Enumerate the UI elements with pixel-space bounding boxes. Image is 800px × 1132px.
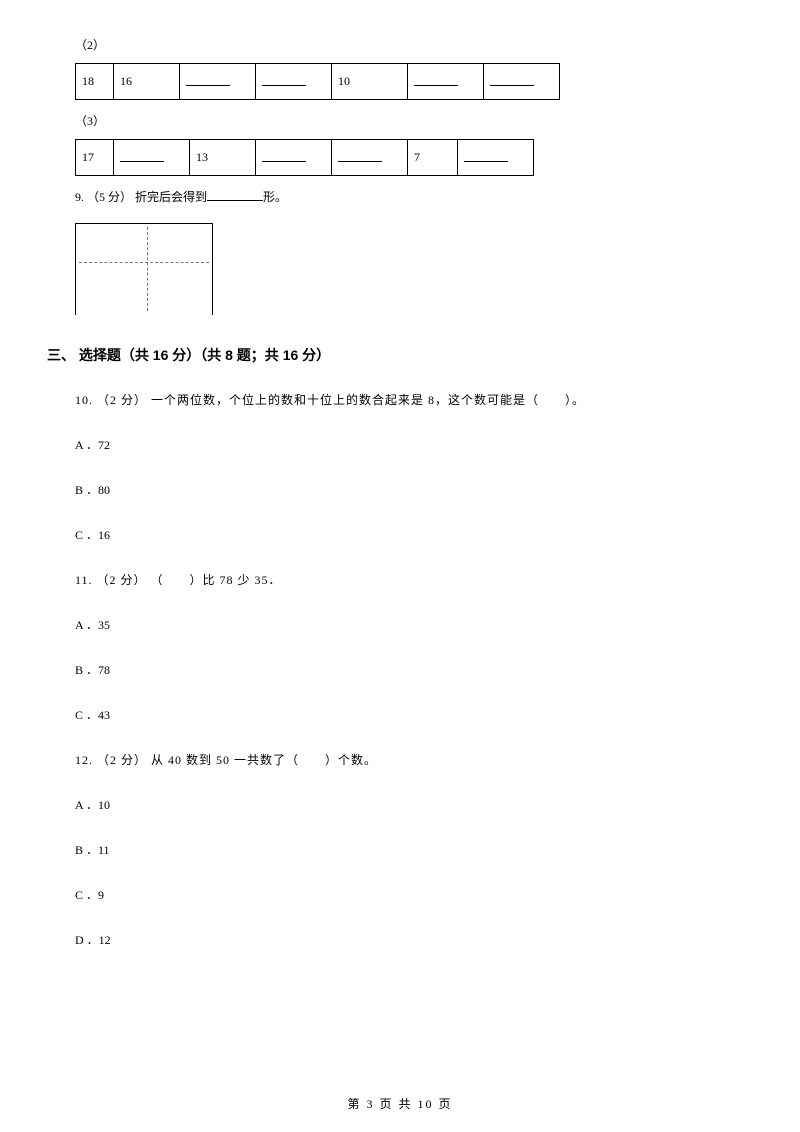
question-12-option-b: B ．11 [75, 841, 725, 858]
page-footer: 第 3 页 共 10 页 [0, 1095, 800, 1112]
question-9: 9. （5 分） 折完后会得到 形。 [75, 188, 725, 205]
fold-left-border [75, 223, 76, 315]
sequence-2-block: （2） 1816 10 [75, 36, 725, 100]
fold-horizontal-dashed [79, 262, 209, 263]
sequence-cell [332, 140, 408, 176]
sequence-cell [180, 64, 256, 100]
fold-right-border [212, 223, 213, 315]
question-12-option-a: A ．10 [75, 796, 725, 813]
sequence-cell: 18 [76, 64, 114, 100]
question-9-prefix: 9. （5 分） 折完后会得到 [75, 190, 207, 204]
question-10: 10. （2 分） 一个两位数，个位上的数和十位上的数合起来是 8，这个数可能是… [75, 391, 725, 408]
sequence-cell [114, 140, 190, 176]
fold-figure [75, 223, 213, 315]
sequence-blank [464, 150, 508, 162]
sequence-cell: 16 [114, 64, 180, 100]
question-11: 11. （2 分） （ ）比 78 少 35． [75, 571, 725, 588]
sequence-blank [262, 150, 306, 162]
question-10-option-c: C ．16 [75, 526, 725, 543]
sequence-blank [414, 74, 458, 86]
fold-top-border [75, 223, 213, 224]
question-9-blank [207, 189, 263, 201]
sequence-cell: 7 [408, 140, 458, 176]
question-12-option-c: C ．9 [75, 886, 725, 903]
sequence-2-table: 1816 10 [75, 63, 560, 100]
sequence-cell [484, 64, 560, 100]
sequence-cell [458, 140, 534, 176]
sequence-3-table: 17 13 7 [75, 139, 534, 176]
question-12: 12. （2 分） 从 40 数到 50 一共数了（ ）个数。 [75, 751, 725, 768]
fold-vertical-dashed [147, 227, 148, 311]
sequence-cell [408, 64, 484, 100]
sequence-cell: 10 [332, 64, 408, 100]
page: （2） 1816 10 （3） 17 13 7 9. （5 分） 折完后会得到 形。 三… [0, 0, 800, 1132]
question-10-option-b: B ．80 [75, 481, 725, 498]
sequence-blank [262, 74, 306, 86]
question-11-option-c: C ．43 [75, 706, 725, 723]
sequence-cell: 17 [76, 140, 114, 176]
question-10-text: 10. （2 分） 一个两位数，个位上的数和十位上的数合起来是 8，这个数可能是… [75, 393, 585, 407]
question-11-text: 11. （2 分） （ ）比 78 少 35． [75, 573, 282, 587]
question-9-suffix: 形。 [263, 190, 287, 204]
sequence-cell [256, 64, 332, 100]
sequence-blank [186, 74, 230, 86]
question-12-text: 12. （2 分） 从 40 数到 50 一共数了（ ）个数。 [75, 753, 377, 767]
question-11-option-b: B ．78 [75, 661, 725, 678]
question-12-option-d: D ．12 [75, 931, 725, 948]
sequence-3-label: （3） [75, 112, 725, 129]
sequence-blank [120, 150, 164, 162]
sequence-blank [490, 74, 534, 86]
section-3-header: 三、 选择题（共 16 分）（共 8 题；共 16 分） [47, 345, 725, 365]
sequence-blank [338, 150, 382, 162]
sequence-cell [256, 140, 332, 176]
sequence-cell: 13 [190, 140, 256, 176]
question-11-option-a: A ．35 [75, 616, 725, 633]
question-10-option-a: A ．72 [75, 436, 725, 453]
sequence-3-block: （3） 17 13 7 [75, 112, 725, 176]
sequence-2-label: （2） [75, 36, 725, 53]
